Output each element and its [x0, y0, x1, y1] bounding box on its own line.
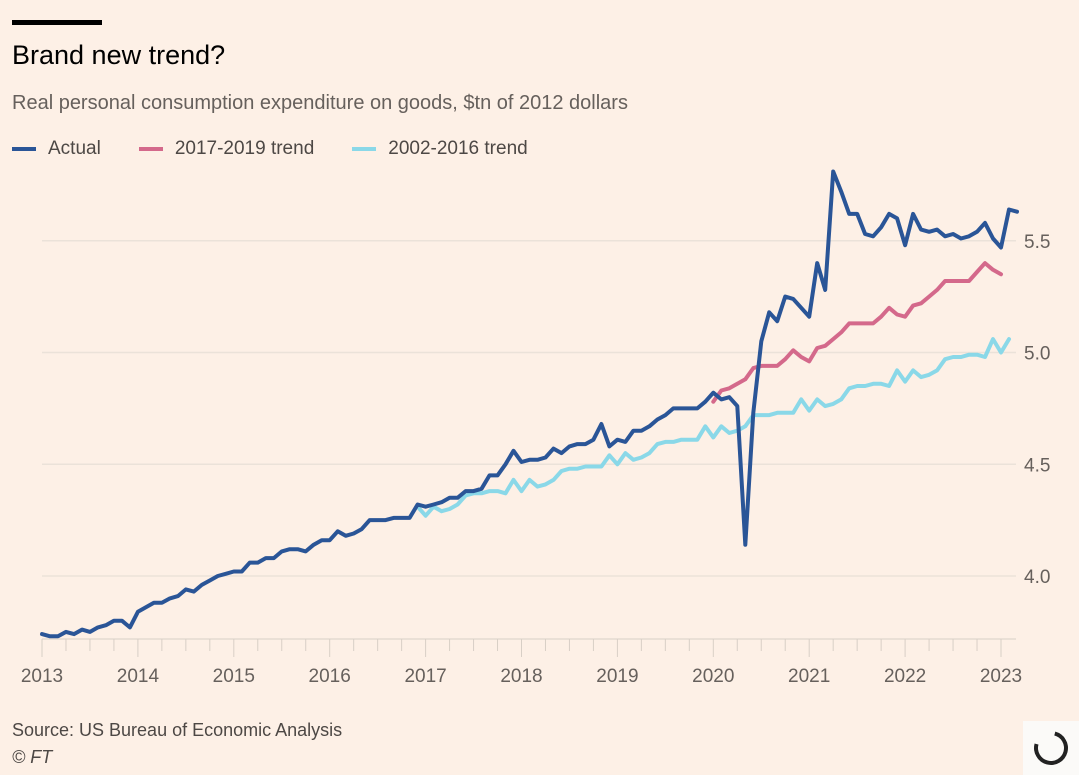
x-tick-label: 2015 [213, 666, 255, 687]
x-tick-label: 2019 [596, 666, 638, 687]
y-tick-label: 4.5 [1024, 455, 1050, 476]
x-tick-label: 2022 [884, 666, 926, 687]
chart-title: Brand new trend? [12, 40, 226, 70]
x-tick-label: 2021 [788, 666, 830, 687]
x-tick-label: 2014 [117, 666, 160, 687]
chart-subtitle: Real personal consumption expenditure on… [12, 92, 628, 114]
legend-item-trend-2017-2019: 2017-2019 trend [138, 138, 315, 160]
series-line-trend-2002-2016 [415, 337, 1011, 518]
x-tick-label: 2020 [692, 666, 734, 687]
title-accent-bar [12, 20, 102, 25]
legend-item-trend-2002-2016: 2002-2016 trend [352, 138, 528, 160]
legend: Actual 2017-2019 trend 2002-2016 trend [12, 138, 566, 160]
ft-logo [1023, 721, 1079, 775]
legend-swatch-actual [12, 147, 36, 151]
y-tick-label: 5.0 [1024, 344, 1050, 365]
x-tick-label: 2018 [500, 666, 542, 687]
series-line-trend-2017-2019 [711, 261, 1003, 404]
x-tick-label: 2013 [21, 666, 63, 687]
y-tick-label: 5.5 [1024, 232, 1050, 253]
logo-ring-icon [1027, 724, 1075, 772]
x-tick-label: 2017 [404, 666, 446, 687]
legend-label-actual: Actual [48, 138, 101, 159]
copyright-note: © FT [12, 747, 53, 767]
legend-label-trend-2017-2019: 2017-2019 trend [174, 138, 315, 159]
y-tick-label: 4.0 [1024, 567, 1050, 588]
x-tick-label: 2016 [309, 666, 351, 687]
legend-label-trend-2002-2016: 2002-2016 trend [388, 138, 528, 159]
source-note: Source: US Bureau of Economic Analysis [12, 720, 343, 740]
x-tick-label: 2023 [980, 666, 1022, 687]
series-line-actual [40, 169, 1019, 639]
legend-swatch-trend-2002-2016 [352, 147, 377, 151]
legend-swatch-trend-2017-2019 [138, 147, 163, 151]
legend-item-actual: Actual [12, 138, 101, 160]
